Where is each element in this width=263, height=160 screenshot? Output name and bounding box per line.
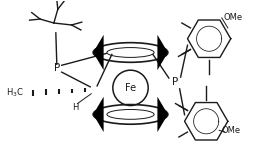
Text: H: H [72,103,79,112]
Text: H$_3$C: H$_3$C [6,87,23,99]
Text: P: P [171,77,178,87]
Polygon shape [157,35,168,70]
Text: P: P [54,63,60,73]
Polygon shape [93,97,104,132]
Polygon shape [93,35,104,70]
Text: Fe: Fe [125,83,136,93]
Text: OMe: OMe [221,126,240,135]
Text: OMe: OMe [224,13,243,22]
Ellipse shape [93,105,168,124]
Polygon shape [157,97,168,132]
Ellipse shape [93,43,168,62]
